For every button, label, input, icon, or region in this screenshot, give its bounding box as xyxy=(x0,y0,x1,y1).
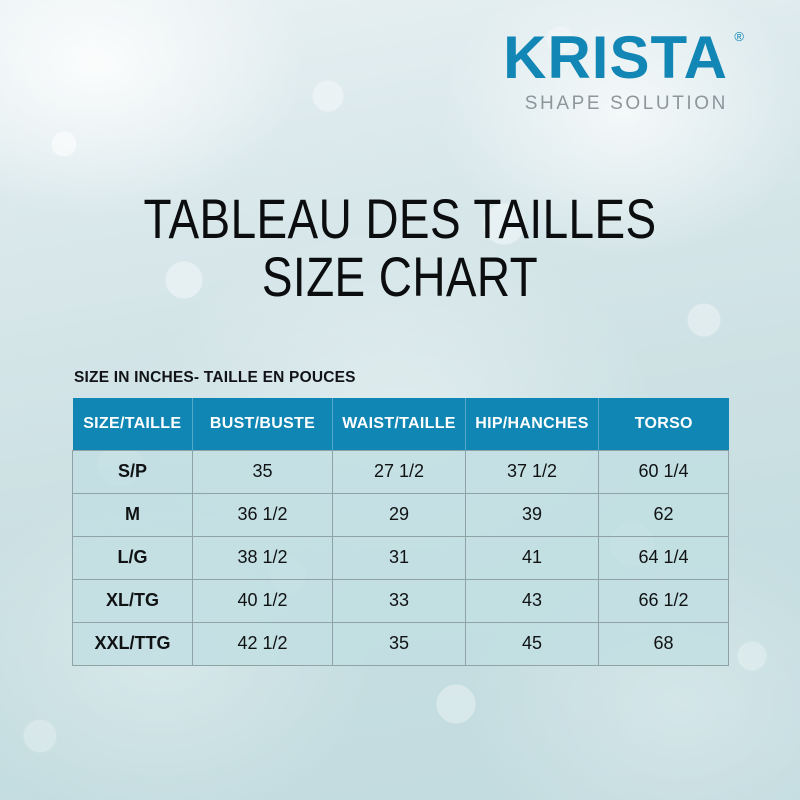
table-header: SIZE/TAILLE BUST/BUSTE WAIST/TAILLE HIP/… xyxy=(72,398,729,450)
title-line-english: SIZE CHART xyxy=(261,245,539,308)
cell-size: M xyxy=(72,492,193,537)
cell-hip: 37 1/2 xyxy=(465,449,599,494)
cell-torso: 62 xyxy=(598,492,729,537)
cell-size: S/P xyxy=(72,449,193,494)
cell-size: XL/TG xyxy=(72,578,193,623)
cell-size: L/G xyxy=(72,535,193,580)
cell-torso: 66 1/2 xyxy=(598,578,729,623)
table-row: M 36 1/2 29 39 62 xyxy=(72,492,729,537)
cell-hip: 43 xyxy=(465,578,599,623)
cell-torso: 68 xyxy=(598,621,729,666)
cell-size: XXL/TTG xyxy=(72,621,193,666)
brand-name: KRISTA xyxy=(503,24,728,91)
brand-logo: KRISTA ® SHAPE SOLUTION xyxy=(503,28,744,114)
brand-wordmark: KRISTA ® xyxy=(503,28,744,88)
column-header-waist: WAIST/TAILLE xyxy=(332,398,466,450)
cell-waist: 35 xyxy=(332,621,466,666)
cell-waist: 33 xyxy=(332,578,466,623)
cell-bust: 38 1/2 xyxy=(192,535,333,580)
column-header-torso: TORSO xyxy=(598,398,729,450)
registered-trademark-icon: ® xyxy=(734,29,744,44)
page-title: TABLEAU DES TAILLES SIZE CHART xyxy=(0,190,800,306)
cell-hip: 41 xyxy=(465,535,599,580)
brand-tagline: SHAPE SOLUTION xyxy=(524,93,728,114)
title-line-french: TABLEAU DES TAILLES xyxy=(143,187,657,250)
size-chart-table: SIZE/TAILLE BUST/BUSTE WAIST/TAILLE HIP/… xyxy=(72,398,729,666)
table-body: S/P 35 27 1/2 37 1/2 60 1/4 M 36 1/2 29 … xyxy=(72,449,729,666)
table-row: L/G 38 1/2 31 41 64 1/4 xyxy=(72,535,729,580)
cell-hip: 39 xyxy=(465,492,599,537)
cell-waist: 31 xyxy=(332,535,466,580)
cell-torso: 60 1/4 xyxy=(598,449,729,494)
column-header-hip: HIP/HANCHES xyxy=(465,398,599,450)
table-row: S/P 35 27 1/2 37 1/2 60 1/4 xyxy=(72,449,729,494)
column-header-size: SIZE/TAILLE xyxy=(72,398,193,450)
cell-waist: 27 1/2 xyxy=(332,449,466,494)
cell-bust: 36 1/2 xyxy=(192,492,333,537)
column-header-bust: BUST/BUSTE xyxy=(192,398,333,450)
cell-bust: 35 xyxy=(192,449,333,494)
cell-bust: 40 1/2 xyxy=(192,578,333,623)
cell-bust: 42 1/2 xyxy=(192,621,333,666)
table-row: XXL/TTG 42 1/2 35 45 68 xyxy=(72,621,729,666)
cell-waist: 29 xyxy=(332,492,466,537)
units-note: SIZE IN INCHES- TAILLE EN POUCES xyxy=(74,369,356,386)
table-row: XL/TG 40 1/2 33 43 66 1/2 xyxy=(72,578,729,623)
cell-hip: 45 xyxy=(465,621,599,666)
table-header-row: SIZE/TAILLE BUST/BUSTE WAIST/TAILLE HIP/… xyxy=(72,398,729,450)
cell-torso: 64 1/4 xyxy=(598,535,729,580)
